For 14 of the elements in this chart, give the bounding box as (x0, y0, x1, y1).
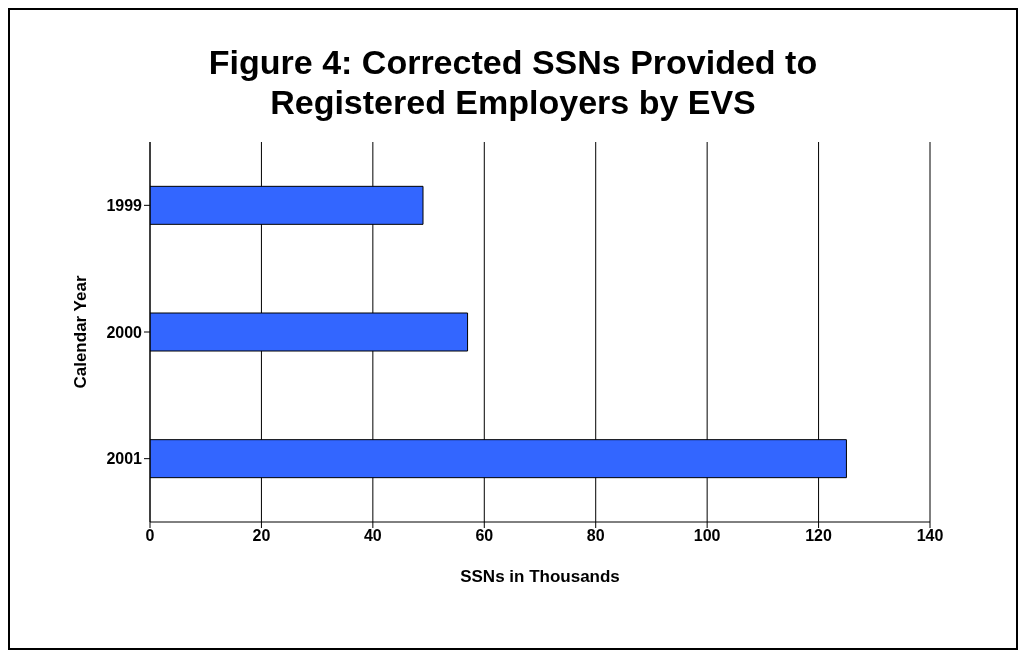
y-tick-label: 2000 (106, 323, 143, 341)
y-axis-title: Calendar Year (71, 275, 91, 389)
x-tick-label: 80 (586, 527, 605, 545)
x-tick-label: 0 (145, 527, 155, 545)
x-tick-label: 60 (475, 527, 494, 545)
x-tick-label: 100 (693, 527, 721, 545)
x-tick-label: 20 (252, 527, 271, 545)
x-tick-label: 40 (363, 527, 382, 545)
y-tick-label: 2001 (106, 450, 143, 468)
y-tick-label: 1999 (106, 197, 143, 215)
x-tick-label: 140 (916, 527, 944, 545)
x-axis-title: SSNs in Thousands (460, 567, 620, 586)
x-tick-label: 120 (805, 527, 833, 545)
chart-title: Figure 4: Corrected SSNs Provided to Registered Employers by EVS (207, 42, 819, 122)
